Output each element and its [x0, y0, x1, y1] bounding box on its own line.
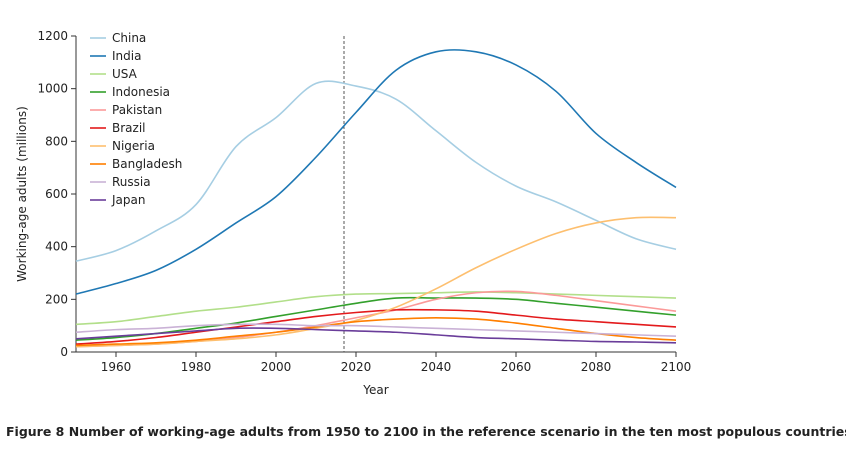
y-tick-label: 200 [45, 292, 68, 306]
legend-label: Pakistan [112, 103, 162, 117]
series-line [75, 323, 677, 337]
legend-label: Brazil [112, 121, 146, 135]
series-line [75, 291, 677, 326]
series-line [75, 216, 677, 348]
legend-label: China [112, 31, 146, 45]
legend-label: Indonesia [112, 85, 170, 99]
legend-label: Japan [111, 193, 145, 207]
legend-label: Bangladesh [112, 157, 182, 171]
legend-label: USA [112, 67, 138, 81]
y-tick-label: 600 [45, 187, 68, 201]
x-axis-label: Year [362, 383, 388, 397]
series-line [75, 80, 677, 262]
series-line [75, 327, 677, 344]
series-line [75, 296, 677, 341]
legend-label: Russia [112, 175, 151, 189]
x-tick-label: 2040 [421, 360, 452, 374]
legend-label: Nigeria [112, 139, 155, 153]
y-tick-label: 1200 [37, 29, 68, 43]
series-line [75, 316, 677, 347]
series-line [75, 308, 677, 345]
legend-label: India [112, 49, 141, 63]
series-line [75, 49, 677, 295]
y-tick-label: 400 [45, 240, 68, 254]
x-tick-label: 2080 [581, 360, 612, 374]
x-tick-label: 1980 [181, 360, 212, 374]
x-tick-label: 2060 [501, 360, 532, 374]
x-tick-label: 2020 [341, 360, 372, 374]
y-axis-label: Working-age adults (millions) [15, 106, 29, 282]
x-tick-label: 1960 [101, 360, 132, 374]
y-tick-label: 800 [45, 134, 68, 148]
y-tick-label: 0 [60, 345, 68, 359]
x-tick-label: 2000 [261, 360, 292, 374]
y-tick-label: 1000 [37, 82, 68, 96]
x-tick-label: 2100 [661, 360, 692, 374]
caption: Figure 8 Number of working-age adults fr… [6, 424, 846, 439]
